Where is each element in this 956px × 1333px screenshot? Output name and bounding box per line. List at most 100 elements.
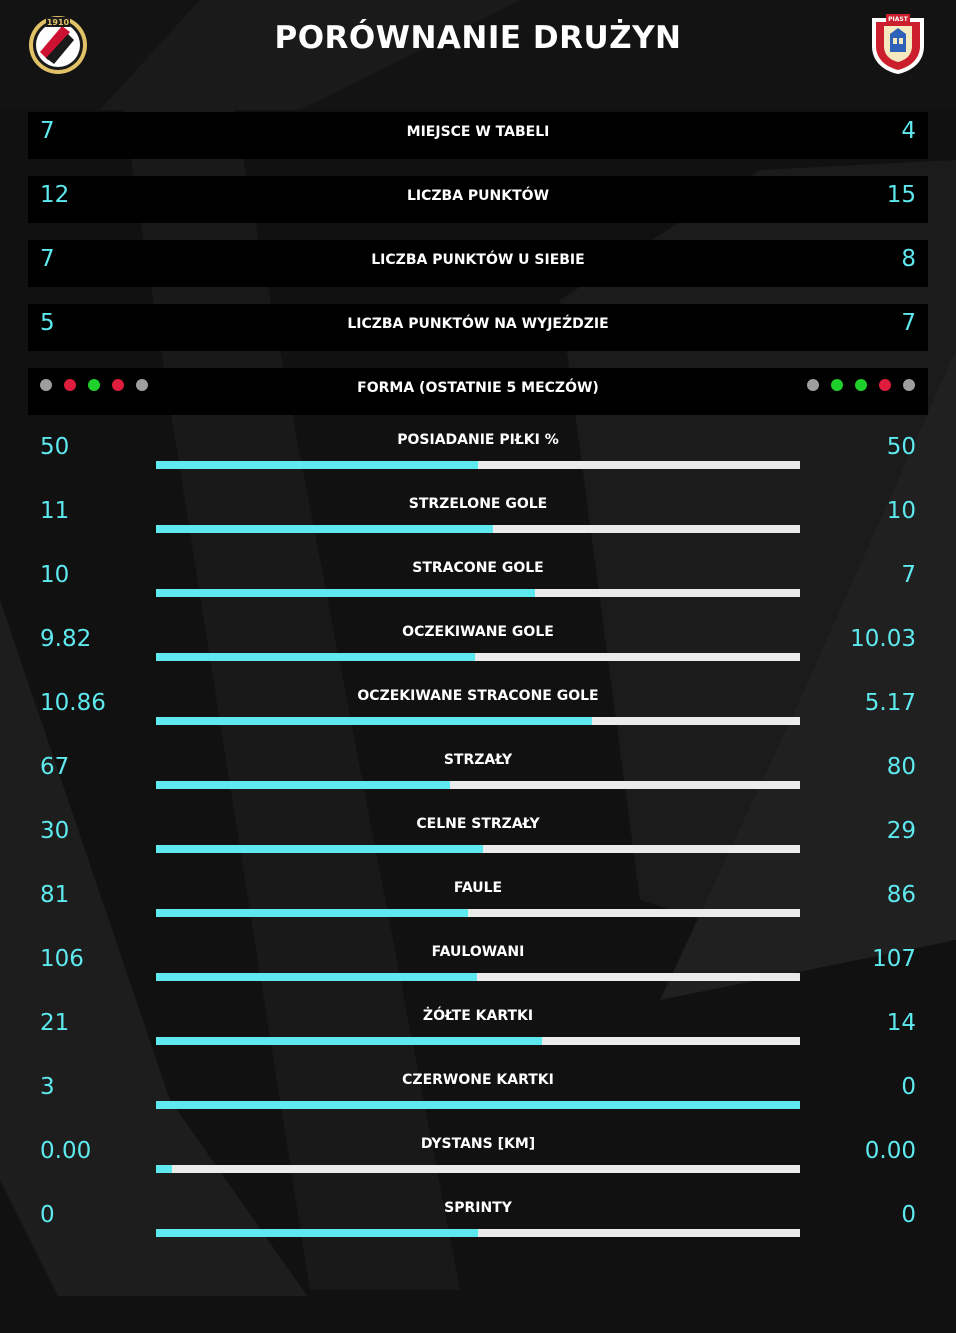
comparison-bar-fill [156, 845, 484, 853]
right-value: 86 [886, 882, 916, 908]
stat-row: 67 STRZAŁY 80 [0, 744, 956, 808]
table-row: 7 LICZBA PUNKTÓW U SIEBIE 8 [0, 232, 956, 296]
stat-label: STRZAŁY [443, 752, 513, 768]
comparison-bar [156, 717, 800, 725]
stat-row: 21 ŻÓŁTE KARTKI 14 [0, 1000, 956, 1064]
right-value: 8 [901, 246, 916, 272]
table-row: 5 LICZBA PUNKTÓW NA WYJEŹDZIE 7 [0, 296, 956, 360]
widzew-lodz-crest-icon: 1910 [26, 12, 90, 76]
left-value: 106 [40, 946, 84, 972]
form-win-dot [855, 379, 867, 391]
table-row: 12 LICZBA PUNKTÓW 15 [0, 168, 956, 232]
row-label: LICZBA PUNKTÓW [406, 188, 550, 204]
right-value: 10 [886, 498, 916, 524]
row-band [28, 368, 928, 415]
left-value: 67 [40, 754, 70, 780]
stat-row: 81 FAULE 86 [0, 872, 956, 936]
comparison-bar-fill [156, 1165, 173, 1173]
right-value: 0 [901, 1202, 916, 1228]
right-logo-text: PIAST [888, 16, 909, 23]
header: 1910 PORÓWNANIE DRUŻYN PIAST [0, 0, 956, 90]
stat-row: 50 POSIADANIE PIŁKI % 50 [0, 424, 956, 488]
form-win-dot [831, 379, 843, 391]
form-loss-dot [112, 379, 124, 391]
stat-row: 106 FAULOWANI 107 [0, 936, 956, 1000]
form-label: FORMA (OSTATNIE 5 MECZÓW) [357, 380, 599, 396]
comparison-bar [156, 1101, 800, 1109]
form-draw-dot [40, 379, 52, 391]
piast-gliwice-crest-icon: PIAST [866, 12, 930, 76]
row-label: LICZBA PUNKTÓW U SIEBIE [371, 252, 585, 268]
form-row: FORMA (OSTATNIE 5 MECZÓW) [0, 360, 956, 424]
left-value: 10 [40, 562, 70, 588]
comparison-bar-fill [156, 1229, 478, 1237]
left-logo-text: 1910 [47, 18, 70, 27]
row-band [28, 240, 928, 287]
comparison-bar [156, 845, 800, 853]
form-draw-dot [136, 379, 148, 391]
comparison-bar-fill [156, 461, 478, 469]
stat-label: OCZEKIWANE GOLE [402, 624, 554, 640]
stat-label: STRACONE GOLE [412, 560, 544, 576]
row-band [28, 176, 928, 223]
comparison-bar [156, 1229, 800, 1237]
stat-label: CZERWONE KARTKI [402, 1072, 554, 1088]
right-value: 14 [886, 1010, 916, 1036]
left-value: 0.00 [40, 1138, 92, 1164]
comparison-bar-fill [156, 717, 592, 725]
left-value: 10.86 [40, 690, 106, 716]
stat-row: 30 CELNE STRZAŁY 29 [0, 808, 956, 872]
stats-list: 50 POSIADANIE PIŁKI % 50 11 STRZELONE GOLE 10… [0, 424, 956, 1256]
left-value: 0 [40, 1202, 55, 1228]
left-value: 7 [40, 118, 55, 144]
stat-label: OCZEKIWANE STRACONE GOLE [357, 688, 599, 704]
comparison-bar-fill [156, 589, 535, 597]
comparison-bar [156, 1165, 800, 1173]
left-value: 5 [40, 310, 55, 336]
stat-row: 11 STRZELONE GOLE 10 [0, 488, 956, 552]
comparison-bar [156, 525, 800, 533]
form-draw-dot [807, 379, 819, 391]
comparison-bar-fill [156, 1101, 800, 1109]
comparison-bar-fill [156, 653, 475, 661]
stat-label: SPRINTY [444, 1200, 512, 1216]
left-value: 11 [40, 498, 70, 524]
comparison-bar-fill [156, 781, 450, 789]
right-value: 107 [872, 946, 916, 972]
form-loss-dot [879, 379, 891, 391]
form-win-dot [88, 379, 100, 391]
comparison-bar [156, 909, 800, 917]
stat-row: 9.82 OCZEKIWANE GOLE 10.03 [0, 616, 956, 680]
comparison-bar-fill [156, 909, 469, 917]
right-value: 50 [886, 434, 916, 460]
comparison-bar [156, 973, 800, 981]
stat-label: POSIADANIE PIŁKI % [397, 432, 559, 448]
stat-row: 10 STRACONE GOLE 7 [0, 552, 956, 616]
row-band [28, 304, 928, 351]
left-value: 7 [40, 246, 55, 272]
right-value: 7 [901, 310, 916, 336]
stat-label: ŻÓŁTE KARTKI [422, 1008, 534, 1024]
comparison-bar [156, 653, 800, 661]
right-value: 29 [886, 818, 916, 844]
left-value: 50 [40, 434, 70, 460]
stat-row: 10.86 OCZEKIWANE STRACONE GOLE 5.17 [0, 680, 956, 744]
stat-row: 3 CZERWONE KARTKI 0 [0, 1064, 956, 1128]
left-value: 21 [40, 1010, 70, 1036]
comparison-bar [156, 1037, 800, 1045]
comparison-bar [156, 589, 800, 597]
table-row: 7 MIEJSCE W TABELI 4 [0, 104, 956, 168]
stat-label: FAULOWANI [431, 944, 525, 960]
left-value: 81 [40, 882, 70, 908]
left-value: 9.82 [40, 626, 92, 652]
right-value: 80 [886, 754, 916, 780]
form-loss-dot [64, 379, 76, 391]
right-value: 5.17 [864, 690, 916, 716]
stat-label: CELNE STRZAŁY [416, 816, 540, 832]
page-title: PORÓWNANIE DRUŻYN [274, 20, 682, 56]
right-value: 0.00 [864, 1138, 916, 1164]
comparison-table: 7 MIEJSCE W TABELI 4 12 LICZBA PUNKTÓW 1… [0, 104, 956, 1256]
form-draw-dot [903, 379, 915, 391]
row-label: MIEJSCE W TABELI [406, 124, 550, 140]
right-value: 7 [901, 562, 916, 588]
